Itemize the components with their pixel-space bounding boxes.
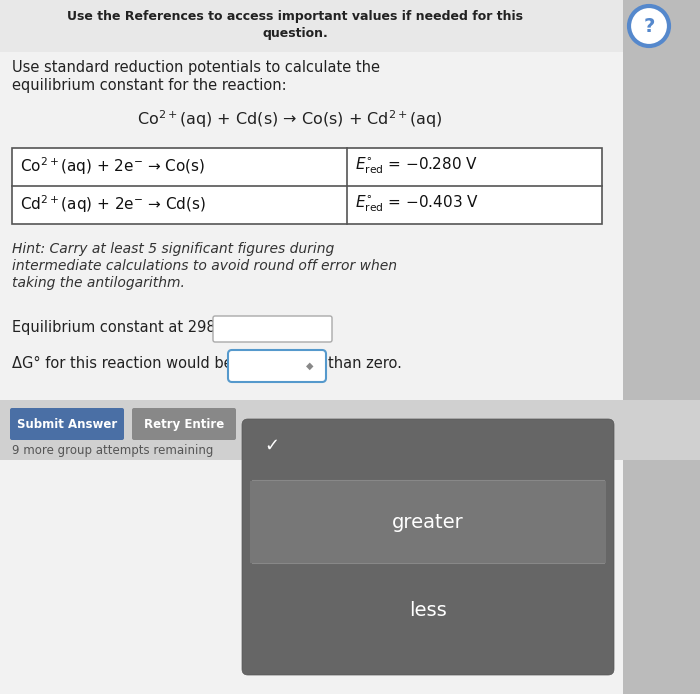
- Text: less: less: [409, 600, 447, 620]
- Text: Use standard reduction potentials to calculate the: Use standard reduction potentials to cal…: [12, 60, 380, 75]
- FancyBboxPatch shape: [0, 400, 700, 460]
- FancyBboxPatch shape: [228, 350, 326, 382]
- Text: taking the antilogarithm.: taking the antilogarithm.: [12, 276, 185, 290]
- Text: $E^{\circ}_{\mathrm{red}}$ = −0.280 V: $E^{\circ}_{\mathrm{red}}$ = −0.280 V: [355, 155, 478, 176]
- FancyBboxPatch shape: [213, 316, 332, 342]
- Text: greater: greater: [392, 512, 464, 532]
- Text: Equilibrium constant at 298 K:: Equilibrium constant at 298 K:: [12, 320, 234, 335]
- Text: question.: question.: [262, 27, 328, 40]
- Text: Submit Answer: Submit Answer: [17, 418, 117, 430]
- Text: than zero.: than zero.: [328, 356, 402, 371]
- Circle shape: [629, 6, 669, 46]
- Text: Co$^{2+}$(aq) + 2e$^{-}$ → Co(s): Co$^{2+}$(aq) + 2e$^{-}$ → Co(s): [20, 155, 205, 177]
- Text: equilibrium constant for the reaction:: equilibrium constant for the reaction:: [12, 78, 286, 93]
- FancyBboxPatch shape: [10, 408, 124, 440]
- Text: intermediate calculations to avoid round off error when: intermediate calculations to avoid round…: [12, 259, 397, 273]
- Text: Co$^{2+}$(aq) + Cd(s) → Co(s) + Cd$^{2+}$(aq): Co$^{2+}$(aq) + Cd(s) → Co(s) + Cd$^{2+}…: [137, 108, 442, 130]
- Text: Cd$^{2+}$(aq) + 2e$^{-}$ → Cd(s): Cd$^{2+}$(aq) + 2e$^{-}$ → Cd(s): [20, 193, 206, 214]
- FancyBboxPatch shape: [623, 0, 700, 694]
- FancyBboxPatch shape: [0, 0, 623, 52]
- FancyBboxPatch shape: [132, 408, 236, 440]
- Text: 9 more group attempts remaining: 9 more group attempts remaining: [12, 444, 214, 457]
- Text: Hint: Carry at least 5 significant figures during: Hint: Carry at least 5 significant figur…: [12, 242, 335, 256]
- Text: ◆: ◆: [307, 361, 314, 371]
- Text: $E^{\circ}_{\mathrm{red}}$ = −0.403 V: $E^{\circ}_{\mathrm{red}}$ = −0.403 V: [355, 193, 479, 214]
- Text: Use the References to access important values if needed for this: Use the References to access important v…: [67, 10, 523, 23]
- Text: ΔG° for this reaction would be: ΔG° for this reaction would be: [12, 356, 232, 371]
- Text: ?: ?: [643, 17, 655, 35]
- FancyBboxPatch shape: [250, 481, 606, 563]
- Text: Retry Entire: Retry Entire: [144, 418, 224, 430]
- Text: ✓: ✓: [264, 437, 279, 455]
- FancyBboxPatch shape: [12, 148, 602, 224]
- FancyBboxPatch shape: [0, 0, 623, 694]
- FancyBboxPatch shape: [242, 419, 614, 675]
